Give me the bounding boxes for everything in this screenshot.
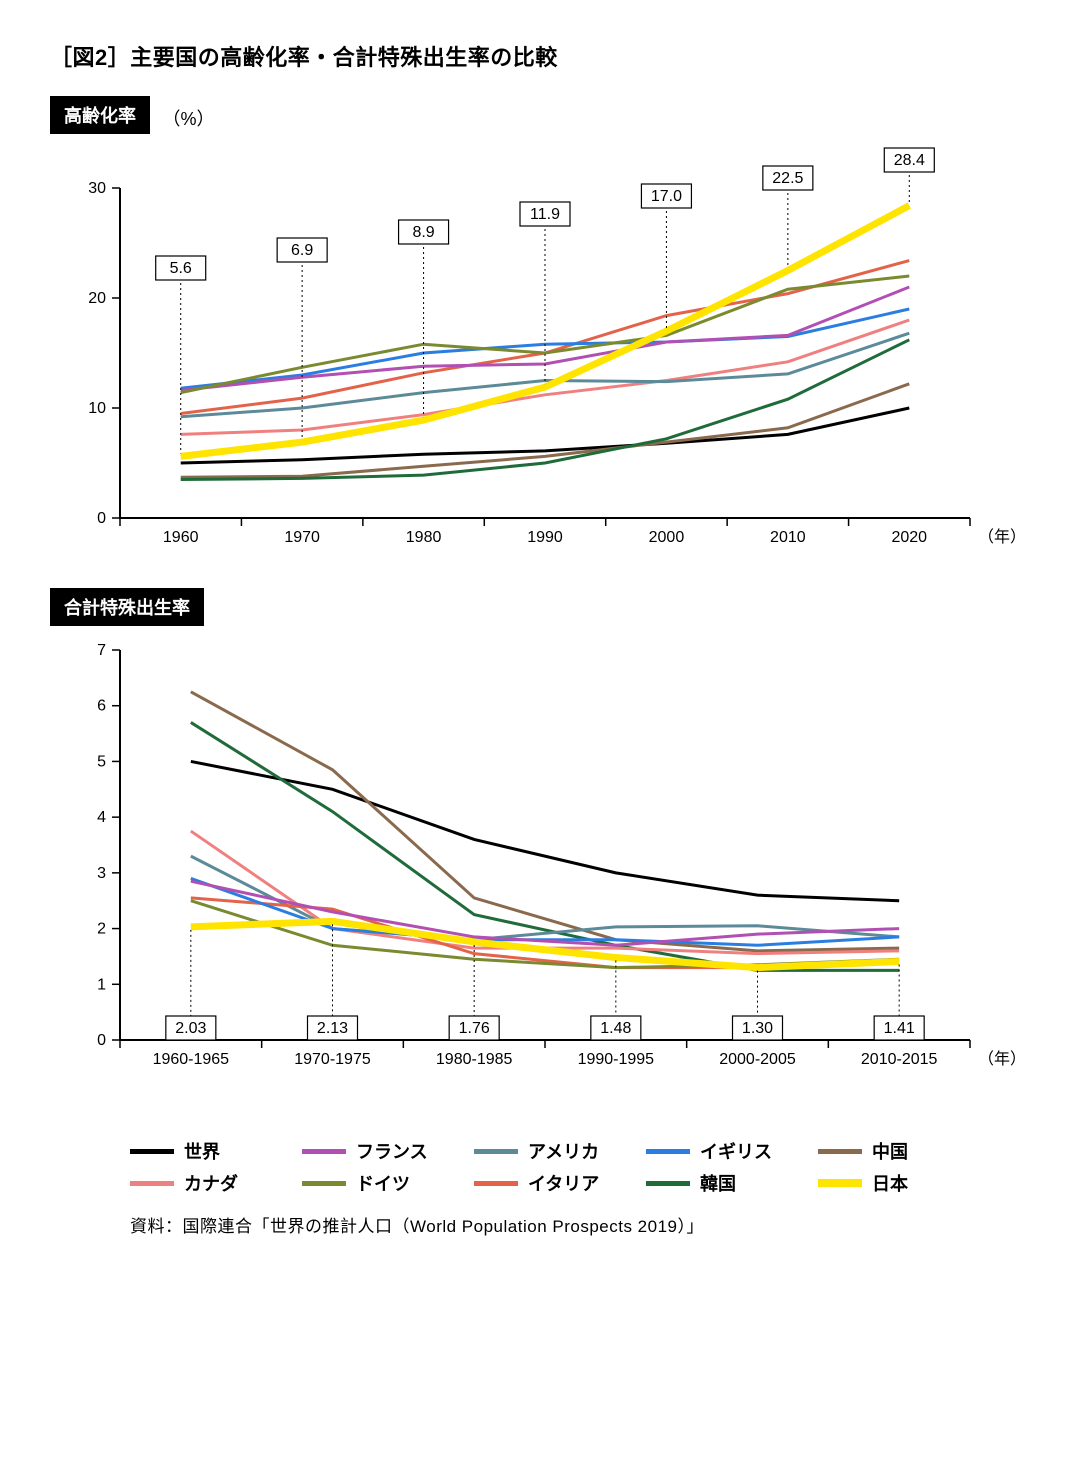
svg-text:1960: 1960	[163, 529, 199, 546]
svg-text:28.4: 28.4	[894, 152, 925, 169]
svg-text:30: 30	[88, 180, 106, 197]
svg-text:1990: 1990	[527, 529, 563, 546]
svg-text:1970: 1970	[284, 529, 320, 546]
legend-swatch	[130, 1181, 174, 1186]
legend-swatch	[474, 1149, 518, 1154]
legend-label: イギリス	[700, 1138, 772, 1164]
legend-label: ドイツ	[356, 1170, 410, 1196]
svg-text:5.6: 5.6	[170, 260, 192, 277]
legend-swatch	[302, 1181, 346, 1186]
svg-text:（年）: （年）	[978, 1050, 1026, 1068]
svg-text:7: 7	[97, 642, 106, 659]
svg-text:4: 4	[97, 809, 106, 826]
svg-text:0: 0	[97, 1032, 106, 1049]
svg-text:1: 1	[97, 976, 106, 993]
legend-item-uk: イギリス	[646, 1138, 818, 1164]
legend-item-korea: 韓国	[646, 1170, 818, 1196]
aging-tag: 高齢化率	[50, 96, 150, 134]
legend-label: イタリア	[528, 1170, 599, 1196]
legend: 世界 フランス アメリカ イギリス 中国カナダ ドイツ イタリア 韓国 日本	[50, 1130, 1030, 1200]
svg-text:6.9: 6.9	[291, 242, 313, 259]
legend-label: カナダ	[184, 1170, 238, 1196]
svg-text:（年）: （年）	[978, 528, 1026, 546]
legend-swatch	[302, 1149, 346, 1154]
svg-text:10: 10	[88, 400, 106, 417]
svg-text:0: 0	[97, 510, 106, 527]
svg-text:1.30: 1.30	[742, 1020, 773, 1037]
svg-text:11.9: 11.9	[530, 206, 560, 223]
legend-label: 日本	[872, 1170, 908, 1196]
legend-swatch	[130, 1149, 174, 1154]
svg-text:1.76: 1.76	[459, 1020, 490, 1037]
svg-text:20: 20	[88, 290, 106, 307]
series-world	[191, 761, 899, 900]
legend-item-canada: カナダ	[130, 1170, 302, 1196]
svg-text:1.48: 1.48	[600, 1020, 631, 1037]
legend-item-germany: ドイツ	[302, 1170, 474, 1196]
legend-item-usa: アメリカ	[474, 1138, 646, 1164]
svg-text:5: 5	[97, 753, 106, 770]
svg-text:22.5: 22.5	[772, 170, 803, 187]
svg-text:8.9: 8.9	[412, 224, 434, 241]
legend-swatch	[474, 1181, 518, 1186]
svg-text:2: 2	[97, 921, 106, 938]
series-world	[181, 408, 910, 463]
fertility-tag: 合計特殊出生率	[50, 588, 204, 626]
legend-swatch	[646, 1149, 690, 1154]
figure-title: ［図2］主要国の高齢化率・合計特殊出生率の比較	[50, 40, 1030, 72]
legend-item-japan: 日本	[818, 1170, 990, 1196]
svg-text:1.41: 1.41	[884, 1020, 915, 1037]
legend-swatch	[818, 1149, 862, 1154]
svg-text:2010-2015: 2010-2015	[861, 1051, 938, 1068]
legend-item-italy: イタリア	[474, 1170, 646, 1196]
svg-text:1980: 1980	[406, 529, 442, 546]
svg-text:1980-1985: 1980-1985	[436, 1051, 513, 1068]
fertility-chart: 0 1 2 3 4 5 6 7 1960-1965 1970-1975 1980-1985 1990-…	[50, 630, 1030, 1100]
legend-item-france: フランス	[302, 1138, 474, 1164]
legend-swatch	[818, 1179, 862, 1187]
aging-chart: 0 10 20 30 1960 1970 1980 1990 2000 2010 2020 （年） 5.…	[50, 138, 1030, 558]
legend-label: 韓国	[700, 1170, 736, 1196]
svg-text:17.0: 17.0	[651, 188, 682, 205]
svg-text:1970-1975: 1970-1975	[294, 1051, 371, 1068]
legend-swatch	[646, 1181, 690, 1186]
legend-label: 世界	[184, 1138, 220, 1164]
svg-text:6: 6	[97, 698, 106, 715]
svg-text:3: 3	[97, 865, 106, 882]
svg-text:2020: 2020	[891, 529, 927, 546]
source-note: 資料：国際連合「世界の推計人口（World Population Prospec…	[50, 1200, 1030, 1237]
legend-label: フランス	[356, 1138, 428, 1164]
svg-text:2000: 2000	[649, 529, 685, 546]
legend-item-world: 世界	[130, 1138, 302, 1164]
svg-text:2.13: 2.13	[317, 1020, 348, 1037]
svg-text:1960-1965: 1960-1965	[153, 1051, 230, 1068]
svg-text:2.03: 2.03	[175, 1020, 206, 1037]
legend-label: 中国	[872, 1138, 908, 1164]
svg-text:2000-2005: 2000-2005	[719, 1051, 796, 1068]
svg-text:2010: 2010	[770, 529, 806, 546]
legend-item-china: 中国	[818, 1138, 990, 1164]
svg-text:1990-1995: 1990-1995	[578, 1051, 655, 1068]
aging-unit: （%）	[162, 109, 214, 129]
legend-label: アメリカ	[528, 1138, 599, 1164]
